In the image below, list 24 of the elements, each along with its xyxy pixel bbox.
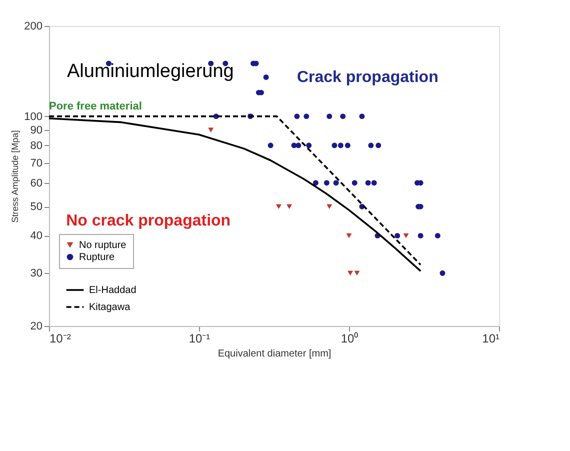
legend-label: Rupture	[79, 252, 116, 263]
annotation: Pore free material	[49, 100, 142, 112]
legend-label: El-Haddad	[89, 285, 136, 296]
x-tick-label: 10⁻¹	[188, 332, 210, 346]
y-tick-label: 70	[30, 157, 42, 170]
y-tick-label: 100	[24, 110, 42, 123]
annotation: No crack propagation	[66, 212, 231, 230]
y-axis-title: Stress Amplitude [Mpa]	[10, 130, 20, 223]
y-tick-label: 60	[30, 177, 42, 190]
y-tick-label: 20	[30, 320, 42, 332]
y-tick-label: 80	[30, 140, 42, 152]
y-tick-label: 90	[30, 124, 42, 137]
text: Aluminiumlegierung	[67, 61, 234, 82]
annotation: Crack propagation	[296, 69, 438, 86]
x-axis-title: Equivalent diameter [mm]	[218, 348, 332, 360]
y-tick-label: 40	[30, 230, 42, 242]
y-tick-label: 200	[24, 20, 42, 32]
legend-label: Kitagawa	[89, 302, 131, 313]
x-tick-label: 10⁻²	[50, 332, 71, 346]
y-tick-label: 50	[30, 201, 42, 214]
x-tick-label: 10¹	[482, 332, 500, 346]
y-tick-label: 30	[30, 268, 42, 280]
legend-label: No rupture	[79, 240, 127, 251]
x-tick-label: 10⁰	[340, 332, 358, 346]
